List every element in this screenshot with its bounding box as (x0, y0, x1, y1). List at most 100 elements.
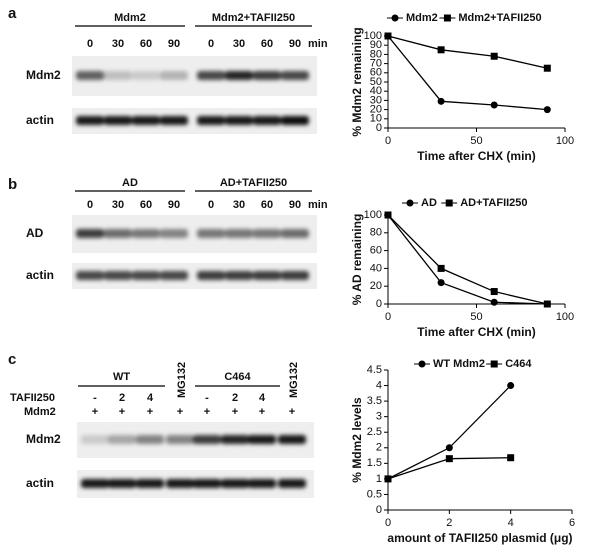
time-label: 30 (233, 38, 245, 50)
legend-label: WT Mdm2 (433, 358, 485, 370)
treatment-label: MG132 (176, 362, 188, 398)
time-label: 90 (168, 38, 180, 50)
series-line (387, 214, 548, 305)
marker (490, 298, 498, 306)
band (193, 435, 221, 444)
band (136, 435, 164, 444)
y-tick-label: 80 (370, 48, 382, 60)
time-label: 30 (112, 38, 124, 50)
y-tick-label: 30 (370, 94, 382, 106)
marker (445, 455, 453, 463)
y-tick-label: 0 (376, 298, 382, 310)
band (278, 479, 306, 488)
legend-label: Mdm2+TAFII250 (458, 12, 541, 24)
y-tick-label: 4 (376, 379, 382, 391)
y-tick-label: 1.5 (367, 457, 382, 469)
band (193, 479, 221, 488)
y-tick-label: 40 (370, 85, 382, 97)
band (108, 435, 136, 444)
band (136, 479, 164, 488)
dose-label: - (205, 392, 209, 404)
marker (543, 64, 551, 72)
y-tick-label: 80 (370, 227, 382, 239)
blot-bands (76, 229, 309, 238)
time-label: 0 (87, 38, 93, 50)
time-label: 0 (87, 199, 93, 211)
y-tick-label: 2.5 (367, 426, 382, 438)
series-line (387, 385, 512, 480)
y-axis-label: % Mdm2 levels (350, 397, 364, 483)
group-label: AD (122, 177, 138, 189)
blot-row-label: Mdm2 (26, 432, 61, 446)
marker (437, 279, 445, 287)
x-axis-label: amount of TAFII250 plasmid (μg) (387, 531, 572, 545)
group-label: C464 (224, 371, 251, 383)
band (281, 116, 309, 125)
y-axis-label: % Mdm2 remaining (350, 27, 364, 136)
band (197, 229, 225, 238)
dose-label: 4 (259, 392, 266, 404)
band (225, 116, 253, 125)
blot-bands (76, 271, 309, 280)
blot-bands (76, 71, 309, 80)
band (81, 479, 109, 488)
band (281, 71, 309, 80)
time-label: 30 (233, 199, 245, 211)
y-tick-label: 1 (376, 473, 382, 485)
plus-label: + (204, 406, 210, 418)
marker (490, 52, 498, 60)
dose-label: 4 (147, 392, 154, 404)
x-tick-label: 0 (385, 517, 391, 529)
legend-label: AD (421, 197, 437, 209)
band (104, 71, 132, 80)
series-line (387, 35, 548, 111)
x-tick-label: 0 (385, 135, 391, 147)
y-tick-label: 4.5 (367, 364, 382, 376)
time-label: 60 (261, 38, 273, 50)
dose-label: - (93, 392, 97, 404)
marker (445, 444, 453, 452)
time-label: 0 (208, 199, 214, 211)
band (221, 479, 249, 488)
time-label: 60 (261, 199, 273, 211)
band (253, 271, 281, 280)
y-axis-label: % AD remaining (350, 214, 364, 306)
marker (543, 106, 551, 114)
blot-bands (81, 435, 306, 444)
y-tick-label: 50 (370, 76, 382, 88)
x-axis-label: Time after CHX (min) (417, 149, 535, 163)
group-label: Mdm2+TAFII250 (212, 12, 295, 24)
dose-label: 2 (232, 392, 238, 404)
y-tick-label: 60 (370, 67, 382, 79)
band (166, 435, 194, 444)
band (132, 116, 160, 125)
band (281, 229, 309, 238)
x-tick-label: 100 (556, 311, 574, 323)
marker (543, 300, 551, 308)
band (104, 229, 132, 238)
band (160, 116, 188, 125)
band (76, 71, 104, 80)
time-label: 90 (289, 199, 301, 211)
y-tick-label: 90 (370, 39, 382, 51)
band (166, 479, 194, 488)
x-tick-label: 4 (508, 517, 514, 529)
marker (384, 211, 392, 219)
series-line (387, 214, 548, 305)
marker (437, 46, 445, 54)
marker (384, 475, 392, 483)
band (104, 271, 132, 280)
marker (437, 97, 445, 105)
y-tick-label: 100 (364, 30, 382, 42)
band (104, 116, 132, 125)
panel-label: b (8, 176, 17, 193)
time-label: 90 (168, 199, 180, 211)
y-tick-label: 3 (376, 411, 382, 423)
row-label: TAFII250 (10, 392, 55, 404)
marker (384, 32, 392, 40)
legend-marker (391, 14, 399, 22)
legend-marker (418, 360, 426, 368)
group-label: AD+TAFII250 (220, 177, 287, 189)
legend-marker (445, 199, 453, 207)
